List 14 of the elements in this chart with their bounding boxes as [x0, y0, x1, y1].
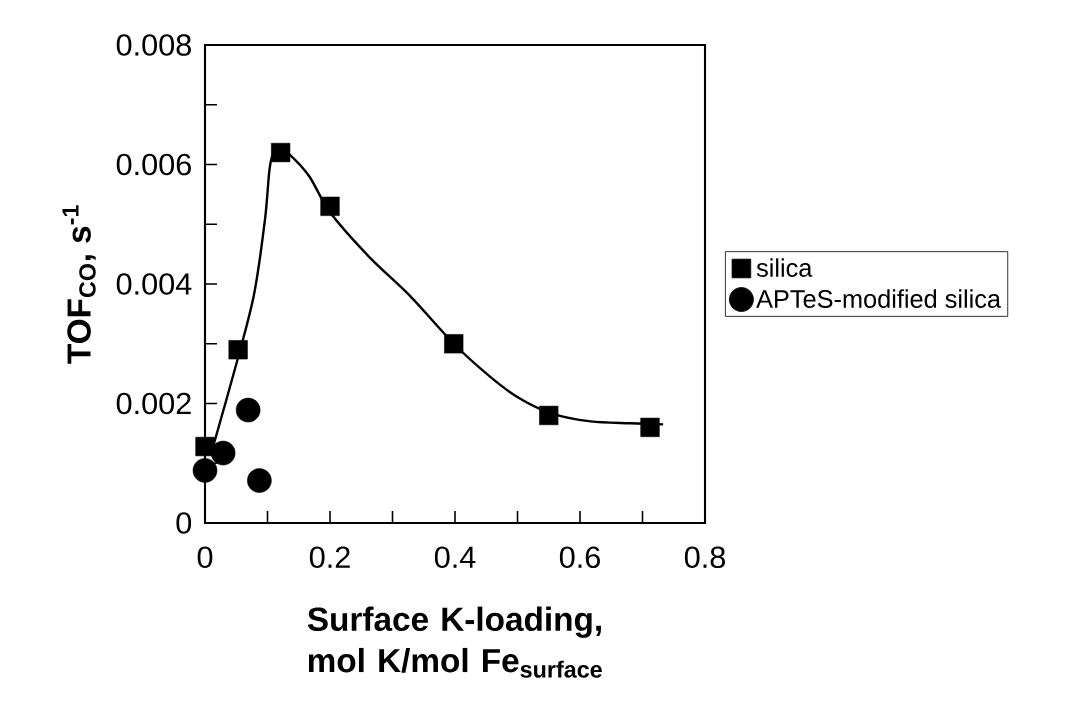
y-tick-label: 0.004 [116, 273, 192, 295]
legend-label: APTeS-modified silica [756, 289, 1002, 308]
y-axis-title: TOF$_{CO}$, s$^{-1}$ [62, 205, 96, 364]
x-tick-label: 0 [197, 546, 213, 569]
y-tick-label: 0.008 [116, 34, 191, 56]
x-axis-title: Surface K-loading, mol K/mol Fe$_{surface}$ [307, 606, 602, 678]
x-tick-label: 0.2 [309, 546, 350, 569]
x-tick-label: 0.6 [559, 546, 600, 569]
y-tick-label: 0.002 [116, 392, 191, 415]
x-tick-label: 0.4 [434, 546, 476, 569]
legend-label: silica [756, 258, 813, 277]
y-tick-label: 0 [176, 512, 192, 534]
x-tick-label: 0.8 [684, 546, 725, 569]
y-tick-label: 0.006 [116, 153, 191, 176]
